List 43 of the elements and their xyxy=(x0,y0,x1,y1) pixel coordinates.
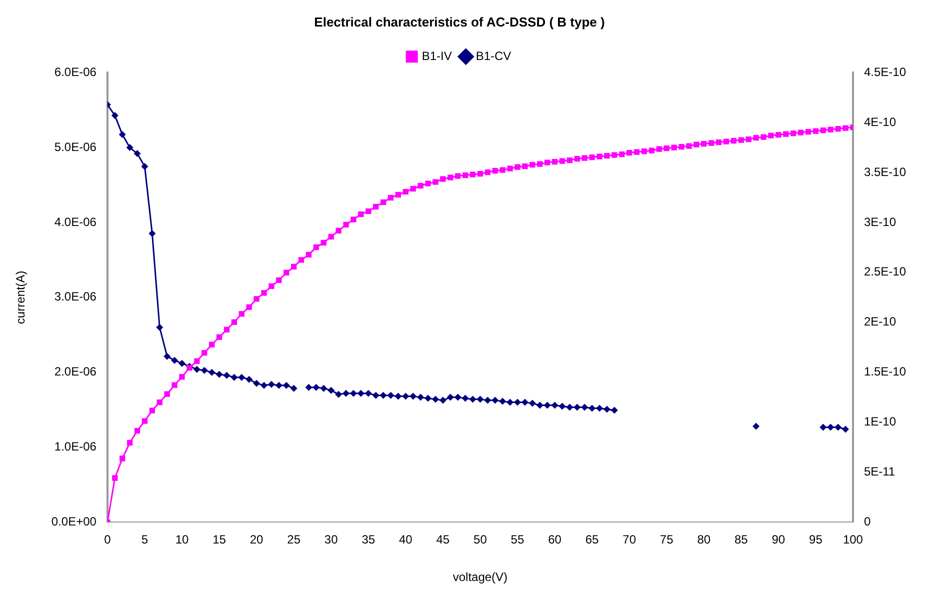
y-tick-label: 5.0E-06 xyxy=(54,140,97,154)
legend-label: B1-IV xyxy=(422,48,452,63)
x-tick-label: 30 xyxy=(324,532,338,547)
x-tick-label: 10 xyxy=(175,532,189,547)
y2-tick-label: 1E-10 xyxy=(864,414,896,429)
y2-tick-label: 3.5E-10 xyxy=(864,164,906,179)
y-tick-label: 2.0E-06 xyxy=(54,364,97,379)
chart-title: Electrical characteristics of AC-DSSD ( B type ) xyxy=(314,14,605,30)
y-tick-label: 1.0E-06 xyxy=(54,440,97,454)
x-tick-label: 5 xyxy=(141,532,148,547)
y-tick-label: 6.0E-06 xyxy=(54,64,97,79)
x-tick-label: 100 xyxy=(842,532,864,547)
x-tick-label: 50 xyxy=(474,532,488,547)
x-tick-label: 75 xyxy=(660,532,674,547)
y2-tick-label: 2E-10 xyxy=(864,314,896,329)
x-tick-label: 55 xyxy=(510,532,524,547)
x-tick-label: 95 xyxy=(809,532,823,547)
x-tick-label: 0 xyxy=(104,532,112,547)
y2-tick-label: 3E-10 xyxy=(864,214,896,229)
y2-tick-label: 2.5E-10 xyxy=(864,264,906,279)
y-tick-label: 3.0E-06 xyxy=(54,290,97,304)
x-tick-label: 90 xyxy=(772,532,786,547)
x-tick-label: 15 xyxy=(212,532,226,547)
x-tick-label: 60 xyxy=(548,532,562,547)
legend-label: B1-CV xyxy=(476,48,512,63)
x-tick-label: 40 xyxy=(398,532,413,547)
y-axis-title: current(A) xyxy=(14,270,28,324)
y-tick-label: 0.0E+00 xyxy=(51,514,97,529)
y2-tick-label: 1.5E-10 xyxy=(864,364,906,379)
x-tick-label: 70 xyxy=(622,532,636,547)
x-tick-label: 35 xyxy=(362,532,376,547)
y-tick-label: 4.0E-06 xyxy=(54,214,97,229)
x-tick-label: 65 xyxy=(585,532,600,547)
y2-tick-label: 5E-11 xyxy=(864,464,896,479)
x-tick-label: 25 xyxy=(287,532,301,547)
y2-tick-label: 4E-10 xyxy=(864,114,896,129)
x-tick-label: 85 xyxy=(734,532,748,547)
x-tick-label: 45 xyxy=(436,532,450,547)
x-tick-label: 20 xyxy=(250,532,264,547)
x-tick-label: 80 xyxy=(697,532,711,547)
y2-tick-label: 4.5E-10 xyxy=(864,64,906,79)
x-axis-title: voltage(V) xyxy=(452,570,508,584)
y2-tick-label: 0 xyxy=(864,514,871,529)
